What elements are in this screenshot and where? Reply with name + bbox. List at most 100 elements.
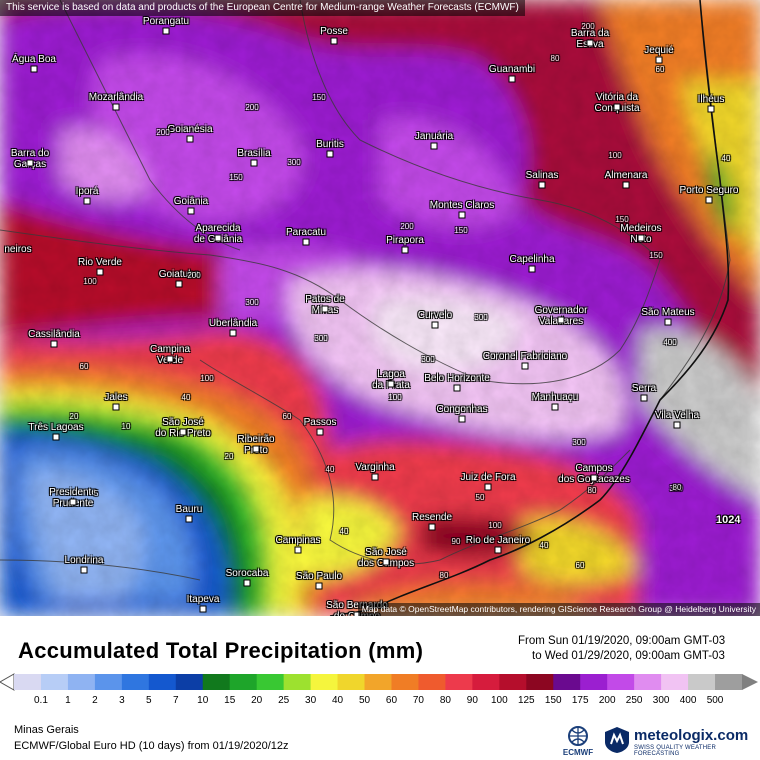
city-marker [326, 150, 334, 158]
contour-value-label: 150 [615, 215, 629, 224]
meteologix-name: meteologix.com [634, 727, 749, 744]
city-marker [294, 546, 302, 554]
region-label: Minas Gerais [14, 724, 79, 736]
city-label: Água Boa [12, 54, 56, 65]
precipitation-map[interactable]: This service is based on data and produc… [0, 0, 760, 616]
city-marker [229, 329, 237, 337]
legend-title: Accumulated Total Precipitation (mm) [18, 638, 424, 663]
city-marker [175, 280, 183, 288]
city-label: Capelinha [509, 254, 555, 265]
city-label: Brasília [237, 148, 271, 159]
city-label: Londrina [64, 555, 104, 566]
contour-value-label: 40 [181, 393, 191, 402]
city-marker [80, 566, 88, 574]
scale-swatch [418, 674, 446, 690]
scale-swatch [256, 674, 285, 690]
contour-value-label: 80 [587, 486, 597, 495]
city-label: Jales [104, 392, 128, 403]
contour-value-label: 90 [451, 537, 461, 546]
contour-value-label: 100 [388, 393, 402, 402]
scale-swatch [229, 674, 258, 690]
scale-swatch [499, 674, 527, 690]
contour-value-label: 40 [539, 541, 549, 550]
city-marker [250, 159, 258, 167]
meteologix-logo[interactable]: meteologix.com SWISS QUALITY WEATHER FOR… [604, 726, 754, 757]
city-label: Uberlândia [208, 318, 258, 329]
scale-swatch [175, 674, 204, 690]
city-marker [640, 394, 648, 402]
contour-value-label: 300 [245, 298, 259, 307]
city-label: São Paulo [295, 571, 343, 582]
contour-value-label: 10 [121, 422, 131, 431]
contour-value-label: 300 [474, 313, 488, 322]
city-marker [166, 355, 174, 363]
contour-value-label: 200 [400, 222, 414, 231]
scale-tick-label: 50 [358, 695, 371, 706]
color-scale-bar [0, 673, 758, 691]
contour-value-label: 40 [325, 465, 335, 474]
city-label: Rio de Janeiro [465, 535, 531, 546]
city-marker [521, 362, 529, 370]
contour-value-label: 40 [339, 527, 349, 536]
city-marker [162, 27, 170, 35]
city-label: Passos [303, 417, 337, 428]
meteologix-tagline: SWISS QUALITY WEATHER FORECASTING [634, 745, 716, 757]
time-range-to: to Wed 01/29/2020, 09:00am GMT-03 [532, 650, 725, 662]
scale-tick-label: 5 [146, 695, 152, 706]
contour-value-label: 100 [488, 521, 502, 530]
contour-value-label: 300 [421, 355, 435, 364]
city-marker [214, 234, 222, 242]
city-marker [69, 498, 77, 506]
scale-tick-label: 25 [278, 695, 290, 706]
city-marker [387, 380, 395, 388]
scale-swatch [607, 674, 635, 690]
scale-swatch [472, 674, 500, 690]
city-marker [508, 75, 516, 83]
scale-tick-label: 100 [490, 695, 508, 706]
city-marker [458, 415, 466, 423]
scale-swatch [526, 674, 554, 690]
city-label: Goiatuba [158, 269, 200, 280]
scale-swatch [688, 674, 716, 690]
time-range-from: From Sun 01/19/2020, 09:00am GMT-03 [518, 635, 726, 647]
city-label: Curvelo [417, 310, 453, 321]
contour-value-label: 80 [672, 483, 682, 492]
city-label: Goiânia [173, 196, 209, 207]
city-label: Pirapora [386, 235, 424, 246]
city-label: Belo Horizonte [424, 373, 490, 384]
city-marker [199, 605, 207, 613]
scale-tick-label: 250 [625, 695, 643, 706]
scale-swatch [715, 674, 743, 690]
city-marker [655, 56, 663, 64]
city-marker [430, 142, 438, 150]
scale-min-arrow [0, 673, 15, 691]
contour-value-label: 40 [721, 154, 731, 163]
city-label: Manhuaçu [531, 392, 579, 403]
map-canvas [0, 0, 760, 616]
city-label: Guanambi [488, 64, 536, 75]
scale-swatch [445, 674, 473, 690]
city-label: São Mateus [641, 307, 695, 318]
city-label: Rio Verde [78, 257, 122, 268]
city-marker [586, 39, 594, 47]
contour-value-label: 300 [572, 438, 586, 447]
city-marker [30, 65, 38, 73]
city-marker [52, 433, 60, 441]
scale-tick-label: 1 [65, 695, 71, 706]
city-marker [321, 305, 329, 313]
meteologix-shield-icon [605, 727, 629, 753]
city-marker [179, 428, 187, 436]
contour-value-label: 50 [475, 493, 485, 502]
city-label: Jequié [644, 45, 674, 56]
contour-value-label: 60 [79, 362, 89, 371]
city-marker [302, 238, 310, 246]
city-label: Paracatu [285, 227, 327, 238]
city-label: Resende [411, 512, 453, 523]
ecmwf-logo[interactable]: ECMWF [560, 724, 596, 758]
city-marker [26, 159, 34, 167]
scale-tick-label: 15 [224, 695, 236, 706]
contour-value-label: 200 [581, 22, 595, 31]
city-marker [458, 211, 466, 219]
city-marker [50, 340, 58, 348]
scale-tick-label: 400 [679, 695, 697, 706]
